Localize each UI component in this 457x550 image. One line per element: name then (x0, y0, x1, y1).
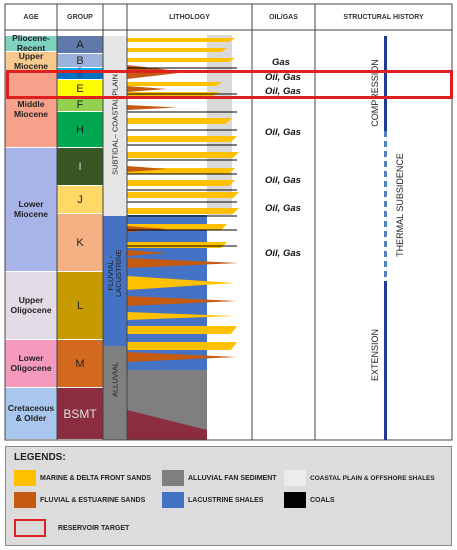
group-cell: F (57, 98, 103, 112)
alluvial-label: ALLUVIAL (110, 361, 120, 398)
legend-label-coastal-shales: COASTAL PLAIN & OFFSHORE SHALES (310, 475, 435, 482)
legend-panel (5, 446, 452, 546)
group-cell: I (57, 148, 103, 186)
marine-delta-sand (127, 242, 227, 248)
marine-delta-sand (127, 342, 237, 350)
header-group: GROUP (67, 13, 93, 21)
marine-delta-sand (127, 326, 237, 334)
legend-swatch-alluvial (162, 470, 184, 486)
group-cell: B (57, 54, 103, 68)
marine-delta-sand (127, 136, 237, 142)
marine-delta-sand (127, 48, 227, 52)
age-cell: Upper Oligocene (5, 272, 57, 340)
hydrocarbon-label: Gas (272, 57, 290, 68)
group-cell: A (57, 36, 103, 54)
legend-title: LEGENDS: (14, 452, 66, 463)
header-lithology: LITHOLOGY (169, 13, 210, 21)
age-cell: Pliocene-Recent (5, 33, 57, 52)
group-cell: H (57, 112, 103, 148)
hydrocarbon-label: Oil, Gas (265, 175, 301, 186)
marine-delta-sand (127, 180, 235, 186)
legend-label-alluvial: ALLUVIAL FAN SEDIMENT (188, 475, 277, 482)
marine-delta-sand (127, 58, 235, 62)
legend-label-coals: COALS (310, 497, 335, 504)
structural-line-extension (384, 281, 387, 440)
legend-label-fluvial: FLUVIAL & ESTUARINE SANDS (40, 497, 146, 504)
age-cell: Cretaceous & Older (5, 388, 57, 440)
structural-line-thermal-dashed (384, 131, 387, 281)
legend-swatch-marine (14, 470, 36, 486)
legend-label-reservoir-target: RESERVOIR TARGET (58, 525, 130, 532)
group-cell: BSMT (57, 388, 103, 440)
legend-swatch-reservoir-target (14, 519, 46, 537)
header-structural-history: STRUCTURAL HISTORY (343, 13, 424, 21)
extension-label: EXTENSION (370, 329, 380, 382)
hydrocarbon-label: Oil, Gas (265, 127, 301, 138)
legend-swatch-coastal-shales (284, 470, 306, 486)
marine-delta-sand (127, 192, 239, 198)
thermal-subsidence-label: THERMAL SUBSIDENCE (395, 153, 405, 257)
hydrocarbon-label: Oil, Gas (265, 203, 301, 214)
age-cell: Lower Oligocene (5, 340, 57, 388)
header-oil-gas: OIL/GAS (269, 13, 298, 21)
marine-delta-sand (127, 38, 235, 42)
header-age: AGE (23, 13, 39, 21)
hydrocarbon-label: Oil, Gas (265, 248, 301, 259)
marine-delta-sand (127, 208, 239, 214)
group-cell: K (57, 214, 103, 272)
group-cell: J (57, 186, 103, 214)
marine-delta-sand (127, 118, 232, 124)
lacustrine-label: FLUVIAL - LACUSTRINE (105, 249, 123, 298)
marine-delta-sand (127, 152, 239, 158)
legend-label-marine: MARINE & DELTA FRONT SANDS (40, 475, 152, 482)
age-cell: Upper Miocene (5, 51, 57, 72)
legend-swatch-fluvial (14, 492, 36, 508)
legend-swatch-lacustrine (162, 492, 184, 508)
reservoir-target-box (6, 70, 453, 99)
legend-swatch-coals (284, 492, 306, 508)
legend-label-lacustrine: LACUSTRINE SHALES (188, 497, 264, 504)
group-cell: L (57, 272, 103, 340)
group-cell: M (57, 340, 103, 388)
age-cell: Lower Miocene (5, 148, 57, 272)
